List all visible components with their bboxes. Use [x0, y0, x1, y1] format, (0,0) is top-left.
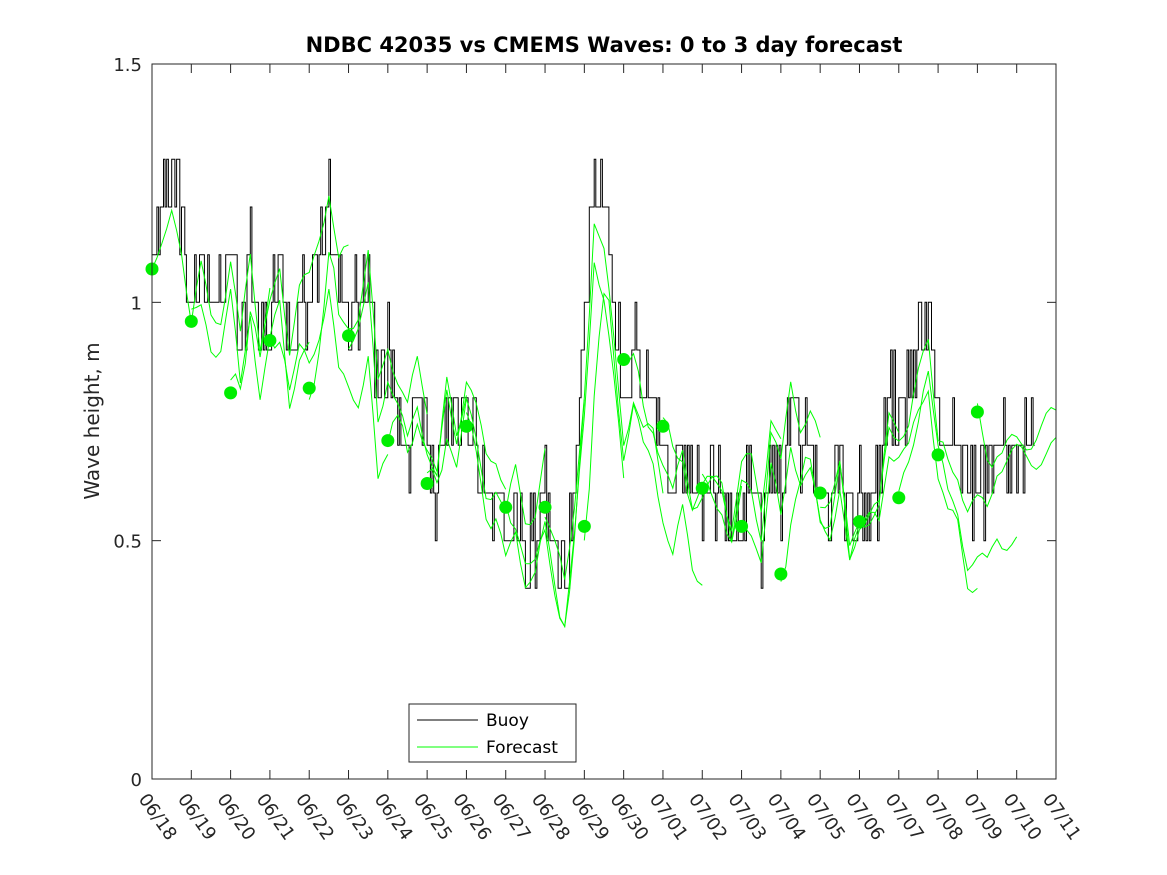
- forecast-start-marker: [184, 314, 198, 328]
- forecast-start-marker: [735, 519, 749, 533]
- forecast-start-marker: [970, 405, 984, 419]
- forecast-start-marker: [538, 500, 552, 514]
- forecast-line: [387, 380, 507, 490]
- forecast-start-marker: [224, 386, 238, 400]
- forecast-start-marker: [617, 353, 631, 367]
- y-axis-label: Wave height, m: [80, 342, 104, 499]
- y-axis: 0 0.5 1 1.5: [113, 55, 1056, 791]
- x-tick-label: 06/20: [213, 790, 260, 845]
- x-tick-label: 06/30: [606, 790, 653, 845]
- plot-background: [152, 64, 1056, 779]
- forecast-line: [151, 208, 271, 352]
- forecast-markers: [145, 262, 984, 581]
- forecast-start-marker: [381, 434, 395, 448]
- forecast-start-marker: [499, 500, 513, 514]
- x-tick-label: 06/21: [252, 790, 299, 845]
- x-tick-label: 07/05: [802, 790, 849, 845]
- forecast-start-marker: [852, 515, 866, 529]
- forecast-line: [308, 250, 428, 415]
- x-tick-label: 06/29: [566, 790, 613, 845]
- buoy-line: [152, 158, 1035, 589]
- forecast-start-marker: [302, 381, 316, 395]
- forecast-line: [544, 223, 664, 580]
- x-tick-label: 06/24: [370, 790, 417, 845]
- x-tick-label: 07/10: [999, 790, 1046, 845]
- x-tick-label: 06/23: [330, 790, 377, 845]
- forecast-start-marker: [695, 481, 709, 495]
- forecast-line: [426, 398, 546, 526]
- forecast-line: [898, 370, 1018, 572]
- forecast-series: [151, 195, 1057, 629]
- legend-box: [408, 703, 577, 763]
- x-tick-label: 06/28: [527, 790, 574, 845]
- legend-label-buoy: Buoy: [486, 711, 529, 731]
- forecast-start-marker: [892, 491, 906, 505]
- x-tick-label: 06/27: [488, 790, 535, 845]
- forecast-line: [583, 292, 703, 586]
- forecast-start-marker: [420, 476, 434, 490]
- x-tick-label: 07/01: [645, 790, 692, 845]
- x-tick-label: 07/04: [763, 790, 810, 845]
- y-tick-label: 0: [131, 770, 142, 791]
- x-tick-label: 07/07: [881, 790, 928, 845]
- legend-label-forecast: Forecast: [486, 738, 558, 758]
- forecast-start-marker: [577, 519, 591, 533]
- x-tick-label: 07/08: [920, 790, 967, 845]
- forecast-line: [269, 289, 389, 479]
- x-tick-label: 06/22: [291, 790, 338, 845]
- x-tick-label: 06/19: [173, 790, 220, 845]
- chart-title: NDBC 42035 vs CMEMS Waves: 0 to 3 day fo…: [306, 33, 903, 57]
- forecast-start-marker: [656, 419, 670, 433]
- y-tick-label: 0.5: [113, 532, 142, 553]
- forecast-line: [348, 282, 467, 478]
- x-tick-label: 06/25: [409, 790, 456, 845]
- legend: Buoy Forecast: [408, 703, 577, 763]
- forecast-line: [859, 389, 978, 594]
- x-tick-label: 07/03: [723, 790, 770, 845]
- forecast-line: [820, 339, 939, 560]
- forecast-start-marker: [459, 419, 473, 433]
- forecast-line: [937, 437, 1057, 514]
- forecast-line: [623, 352, 743, 543]
- forecast-line: [662, 417, 782, 532]
- forecast-start-marker: [263, 333, 277, 347]
- forecast-line: [976, 403, 1057, 469]
- forecast-line: [701, 381, 821, 544]
- x-tick-label: 07/02: [684, 790, 731, 845]
- forecast-line: [741, 447, 860, 563]
- y-tick-label: 1: [131, 293, 142, 314]
- forecast-start-marker: [813, 486, 827, 500]
- forecast-line: [230, 195, 349, 391]
- forecast-start-marker: [774, 567, 788, 581]
- x-tick-label: 06/26: [448, 790, 495, 845]
- buoy-series: [152, 158, 1035, 589]
- plot-frame: [151, 63, 1057, 780]
- y-tick-label: 1.5: [113, 55, 142, 76]
- x-tick-label: 07/11: [1038, 790, 1085, 845]
- x-tick-label: 07/06: [841, 790, 888, 845]
- x-tick-label: 06/18: [134, 790, 181, 845]
- forecast-start-marker: [342, 329, 356, 343]
- forecast-start-marker: [931, 448, 945, 462]
- forecast-line: [505, 262, 625, 629]
- x-tick-label: 07/09: [959, 790, 1006, 845]
